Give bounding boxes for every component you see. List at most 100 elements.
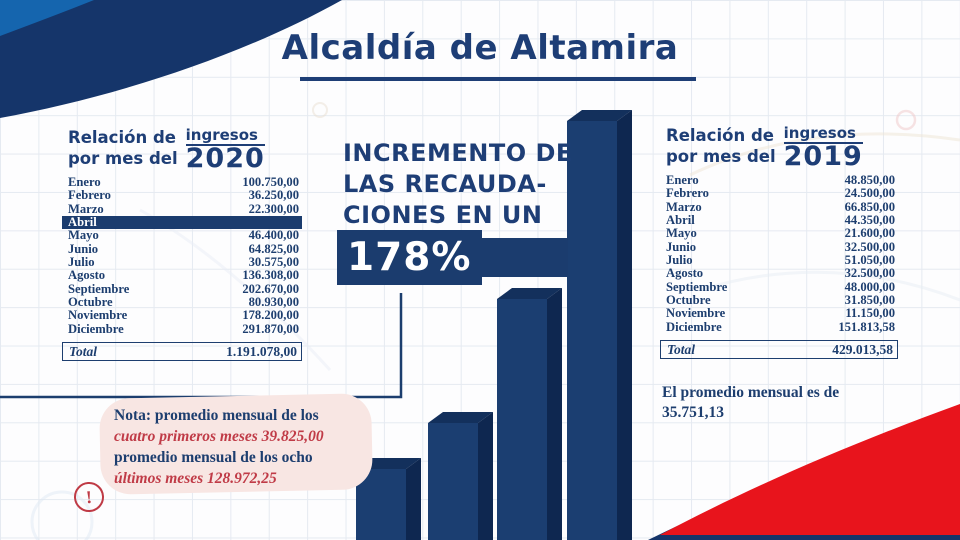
month-label: Noviembre	[666, 306, 726, 321]
table-2020-header-left: Relación de por mes del	[68, 127, 178, 169]
header-prefix-1: Relación de	[666, 126, 774, 145]
table-row: Marzo 22.300,00	[62, 201, 302, 216]
header-prefix-2: por mes del	[666, 147, 776, 166]
month-value: 66.850,00	[844, 199, 895, 214]
table-row: Diciembre 291.870,00	[62, 322, 302, 336]
headline-line-2: LAS RECAUDA-	[343, 170, 547, 198]
callout-bracket-line	[0, 293, 403, 399]
month-value: 178.200,00	[242, 308, 299, 323]
table-row: Mayo 21.600,00	[660, 226, 898, 241]
month-value: 31.850,00	[844, 293, 895, 308]
table-2019-header-right: ingresos 2019	[783, 125, 863, 172]
header-year-2019: 2019	[783, 141, 863, 172]
month-label: Noviembre	[68, 308, 128, 323]
month-label: Mayo	[68, 228, 99, 243]
month-value: 36.250,00	[248, 188, 299, 203]
income-table-2019: Relación de por mes del ingresos 2019 En…	[660, 125, 898, 423]
total-row-2019: Total 429.013,58	[660, 340, 898, 360]
header-prefix-2: por mes del	[68, 149, 178, 168]
headline: INCREMENTO DE LAS RECAUDA- CIONES EN UN	[343, 138, 578, 231]
month-label: Junio	[666, 239, 697, 254]
month-label: Octubre	[68, 295, 113, 310]
headline-line-1: INCREMENTO DE	[343, 139, 573, 167]
month-value: 46.400,00	[248, 228, 299, 243]
month-value: 64.825,00	[248, 241, 299, 256]
table-row: Enero 100.750,00	[62, 175, 302, 189]
bar-3	[497, 288, 562, 540]
table-2020-header: Relación de por mes del ingresos 2020	[62, 127, 302, 172]
month-label: Enero	[68, 175, 101, 189]
headline-line-3: CIONES EN UN	[343, 201, 543, 229]
total-label: Total	[69, 344, 98, 360]
table-row: Noviembre 11.150,00	[660, 306, 898, 321]
table-row: Agosto 32.500,00	[660, 266, 898, 281]
month-label: Agosto	[666, 266, 704, 281]
table-row: Febrero 24.500,00	[660, 186, 898, 201]
month-value: 24.500,00	[844, 186, 895, 201]
month-label: Septiembre	[666, 279, 728, 294]
percent-value: 178%	[347, 235, 472, 280]
month-label: Julio	[68, 255, 95, 270]
month-value: 48.000,00	[844, 279, 895, 294]
month-value: 21.600,00	[844, 226, 895, 241]
table-row: Octubre 31.850,00	[660, 293, 898, 308]
month-label: Abril	[68, 215, 97, 230]
month-label: Septiembre	[68, 281, 130, 296]
note-line-3: promedio mensual de los ocho	[114, 449, 313, 466]
month-label: Agosto	[68, 268, 106, 283]
header-ingresos: ingresos	[783, 125, 863, 144]
table-row: Enero 48.850,00	[660, 173, 898, 187]
percent-connector-band	[477, 238, 568, 277]
header-prefix-1: Relación de	[68, 128, 176, 147]
total-value: 1.191.078,00	[226, 344, 297, 360]
table-row: Diciembre 151.813,58	[660, 319, 898, 334]
percent-callout: 178%	[337, 230, 482, 285]
month-label: Julio	[666, 253, 693, 268]
top-left-swoosh	[0, 0, 342, 118]
month-label: Diciembre	[666, 319, 722, 334]
table-row: Junio 32.500,00	[660, 239, 898, 254]
monthly-average-2019: El promedio mensual es de 35.751,13	[662, 384, 840, 422]
total-value: 429.013,58	[832, 342, 893, 358]
month-label: Marzo	[68, 201, 104, 216]
note-line-4: últimos meses 128.972,25	[114, 470, 277, 487]
table-2019-header-left: Relación de por mes del	[666, 125, 776, 167]
month-value: 202.670,00	[242, 281, 299, 296]
month-value: 11.150,00	[845, 306, 895, 321]
table-row: Mayo 46.400,00	[62, 228, 302, 243]
month-value: 30.575,00	[248, 255, 299, 270]
income-table-2020: Relación de por mes del ingresos 2020 En…	[62, 127, 302, 362]
month-label: Junio	[68, 241, 99, 256]
table-row: Octubre 80.930,00	[62, 295, 302, 310]
month-value: 22.300,00	[248, 201, 299, 216]
month-label: Abril	[666, 213, 695, 228]
total-row-2020: Total 1.191.078,00	[62, 342, 302, 362]
month-value: 44.350,00	[844, 213, 895, 228]
page-title: Alcaldía de Altamira	[281, 28, 679, 68]
table-row: Febrero 36.250,00	[62, 188, 302, 203]
note-block: Nota: promedio mensual de los cuatro pri…	[114, 405, 374, 489]
header-year-2020: 2020	[185, 143, 265, 174]
month-value: 151.813,58	[838, 319, 895, 334]
table-row: Agosto 136.308,00	[62, 268, 302, 283]
month-label: Mayo	[666, 226, 697, 241]
table-row: Septiembre 202.670,00	[62, 281, 302, 296]
header-ingresos: ingresos	[185, 127, 265, 146]
month-label: Marzo	[666, 199, 702, 214]
month-label: Enero	[666, 173, 699, 187]
bar-4	[567, 110, 632, 540]
table-2019-header: Relación de por mes del ingresos 2019	[660, 125, 898, 170]
bar-chart	[356, 110, 632, 540]
note-line-1: Nota: promedio mensual de los	[114, 407, 319, 424]
table-2020-header-right: ingresos 2020	[185, 127, 265, 174]
title-underline	[300, 77, 696, 81]
table-row: Marzo 66.850,00	[660, 199, 898, 214]
table-row: Septiembre 48.000,00	[660, 279, 898, 294]
top-left-corner-accent	[0, 0, 94, 36]
bar-2	[428, 412, 493, 540]
month-value: 32.500,00	[844, 239, 895, 254]
table-row: Abril 44.350,00	[660, 213, 898, 228]
month-value: 51.050,00	[844, 253, 895, 268]
